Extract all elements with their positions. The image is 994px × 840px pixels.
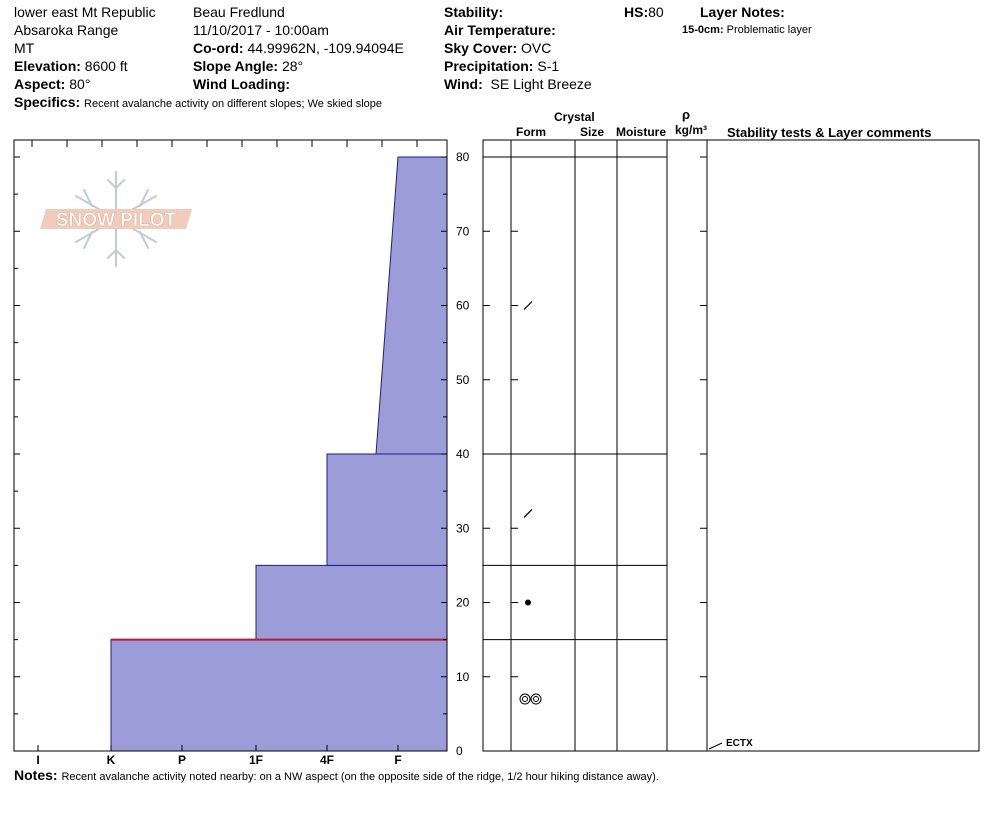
- y-tick-label: 50: [456, 373, 470, 387]
- layer-notes-title: Layer Notes:: [700, 4, 785, 20]
- x-tick-label: 4F: [320, 753, 334, 767]
- wind-loading-row: Wind Loading:: [193, 76, 291, 92]
- wind-row: Wind: SE Light Breeze: [444, 76, 592, 92]
- layer-note: 15-0cm: Problematic layer: [682, 24, 812, 37]
- coordinates-row: Co-ord: 44.99962N, -109.94094E: [193, 40, 404, 56]
- grain-form-symbol: [519, 693, 542, 705]
- density-unit: kg/m³: [675, 123, 708, 137]
- observation-datetime: 11/10/2017 - 10:00am: [193, 22, 329, 38]
- stability-comments-header: Stability tests & Layer comments: [727, 125, 932, 140]
- observer-name: Beau Fredlund: [193, 4, 285, 20]
- x-tick-label: 1F: [249, 753, 263, 767]
- y-tick-label: 80: [456, 150, 470, 164]
- stability-test-pointer: [708, 742, 723, 750]
- stability-test-label: ECTX: [726, 738, 753, 749]
- size-header: Size: [580, 125, 605, 139]
- elevation-value: 8600 ft: [84, 58, 128, 74]
- snowpilot-logo: SNOW PILOT: [40, 171, 192, 267]
- location-name: lower east Mt Republic: [14, 4, 156, 20]
- precipitation-row: Precipitation: S-1: [444, 58, 560, 74]
- slope-angle-value: 28°: [281, 58, 304, 74]
- specifics-row: Specifics: Recent avalanche activity on …: [14, 94, 383, 110]
- elevation-row: Elevation: 8600 ft: [14, 58, 128, 74]
- grain-form-symbol: [525, 599, 531, 606]
- notes-row: Notes: Recent avalanche activity noted n…: [14, 767, 659, 783]
- hardness-layer: [255, 564, 448, 641]
- precipitation-value: S-1: [537, 58, 560, 74]
- stability-row: Stability:: [444, 4, 504, 20]
- state: MT: [14, 40, 35, 56]
- coordinates-value: 44.99962N, -109.94094E: [247, 40, 404, 56]
- mountain-range: Absaroka Range: [14, 22, 119, 38]
- x-tick-label: P: [178, 753, 186, 767]
- grain-form-symbol: [523, 508, 533, 518]
- notes-text: Recent avalanche activity noted nearby: …: [61, 771, 659, 783]
- sky-cover-row: Sky Cover: OVC: [444, 40, 552, 56]
- aspect-row: Aspect: 80°: [14, 76, 91, 92]
- profile-frame: [13, 139, 448, 752]
- form-header: Form: [516, 125, 546, 139]
- y-tick-label: 10: [456, 670, 470, 684]
- density-symbol: ρ: [682, 107, 691, 122]
- y-tick-label: 20: [456, 596, 470, 610]
- y-tick-label: 60: [456, 299, 470, 313]
- layer-note-text: Problematic layer: [726, 24, 812, 36]
- slope-angle-row: Slope Angle: 28°: [193, 58, 304, 74]
- layer-note-depth: 15-0cm:: [682, 24, 724, 36]
- hs-value: 80: [648, 4, 664, 20]
- hardness-layer: [375, 156, 448, 455]
- specifics-value: Recent avalanche activity on different s…: [84, 98, 383, 110]
- sky-cover-value: OVC: [521, 40, 552, 56]
- layers-table-frame: [482, 139, 980, 752]
- y-tick-label: 30: [456, 521, 470, 535]
- moisture-header: Moisture: [616, 125, 667, 139]
- grain-form-symbol: [523, 301, 533, 310]
- air-temperature-row: Air Temperature:: [444, 22, 556, 38]
- hardness-layer: [326, 453, 448, 566]
- y-tick-label: 70: [456, 224, 470, 238]
- x-tick-label: K: [107, 753, 116, 767]
- aspect-value: 80°: [69, 76, 91, 92]
- wind-value: SE Light Breeze: [490, 76, 592, 92]
- svg-text:SNOW PILOT: SNOW PILOT: [56, 210, 177, 231]
- y-tick-label: 0: [456, 744, 463, 758]
- y-tick-label: 40: [456, 447, 470, 461]
- crystal-header: Crystal: [554, 110, 595, 124]
- x-tick-label: F: [394, 753, 401, 767]
- x-tick-label: I: [36, 753, 39, 767]
- hs-row: HS:80: [624, 4, 664, 20]
- hardness-layer: [110, 639, 448, 752]
